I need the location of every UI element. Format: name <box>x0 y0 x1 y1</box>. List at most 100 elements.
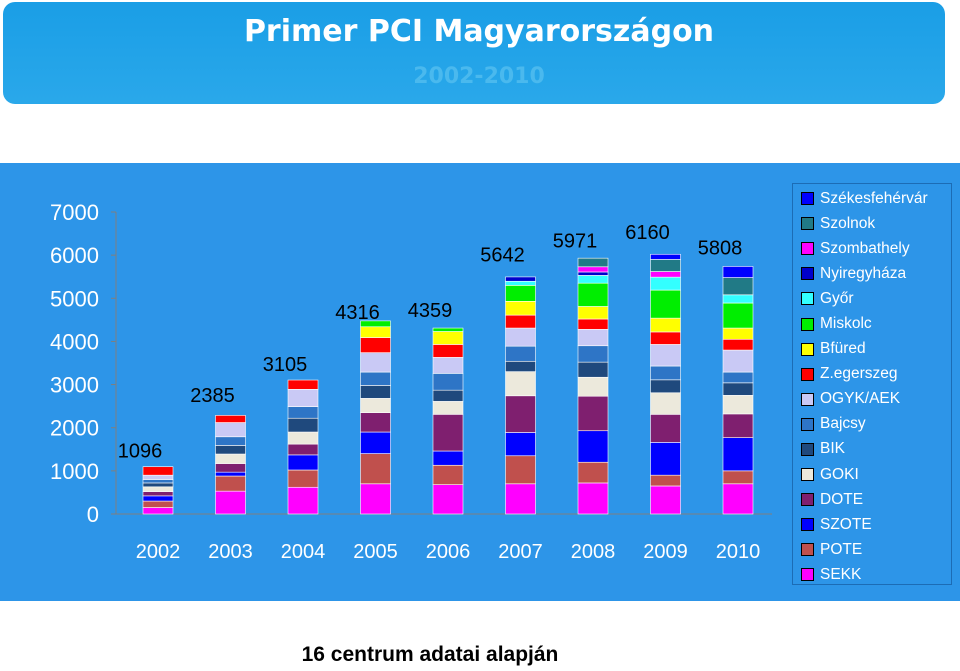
bar-segment <box>722 277 754 296</box>
legend-swatch <box>801 442 814 456</box>
bar-segment <box>432 357 464 374</box>
bar-segment <box>505 301 536 316</box>
bar-segment <box>287 469 319 488</box>
y-tick-label: 4000 <box>50 329 99 354</box>
legend-label: Bfüred <box>820 340 866 358</box>
bar-segment <box>650 317 681 333</box>
bar-segment <box>432 414 464 452</box>
legend-swatch <box>801 468 814 482</box>
bar-segment <box>577 306 609 320</box>
bar-segment <box>142 479 174 484</box>
legend-swatch <box>801 342 814 356</box>
bar-segment <box>650 276 681 291</box>
legend-label: DOTE <box>820 490 864 508</box>
bar-segment <box>722 371 754 384</box>
x-tick-label: 2006 <box>426 541 471 563</box>
bar-segment <box>505 371 536 397</box>
bar-segment <box>287 443 319 456</box>
total-data-label: 2385 <box>190 385 235 407</box>
y-tick-label: 5000 <box>50 286 99 311</box>
bar-segment <box>577 329 609 347</box>
bar-segment <box>360 398 391 413</box>
legend-item: GOKI <box>801 462 951 487</box>
legend-label: GOKI <box>820 465 859 483</box>
bar-segment <box>432 344 464 358</box>
y-tick-label: 7000 <box>50 200 99 225</box>
legend-swatch <box>801 317 814 331</box>
legend-swatch <box>801 217 814 231</box>
bar-segment <box>432 401 464 415</box>
bar-segment <box>722 327 754 340</box>
bar-segment <box>722 382 754 396</box>
bar-segment <box>577 430 609 463</box>
bar-segment <box>722 483 754 515</box>
bar-segment <box>142 495 174 502</box>
legend-swatch <box>801 493 814 507</box>
bar-segment <box>577 482 609 515</box>
legend-item: Szolnok <box>801 211 951 236</box>
legend-item: DOTE <box>801 487 951 512</box>
bar-segment <box>142 491 174 497</box>
y-tick-label: 0 <box>87 502 99 527</box>
y-tick-label: 2000 <box>50 416 99 441</box>
bar-segment <box>505 395 536 433</box>
bar-segment <box>722 266 754 278</box>
bar-segment <box>722 470 754 485</box>
legend-swatch <box>801 392 814 406</box>
total-data-label: 4316 <box>335 302 380 324</box>
bar-segment <box>215 475 246 492</box>
bar-segment <box>650 344 681 367</box>
legend-swatch <box>801 292 814 306</box>
bar-segment <box>650 259 681 272</box>
bar-segment <box>505 345 536 362</box>
bar-segment <box>577 318 609 330</box>
legend-label: POTE <box>820 540 863 558</box>
bar-segment <box>287 417 319 433</box>
total-data-label: 4359 <box>408 300 453 322</box>
legend-item: Bfüred <box>801 337 951 362</box>
legend-label: Szolnok <box>820 214 876 232</box>
bar-segment <box>142 486 174 492</box>
bar-segment <box>215 415 246 423</box>
y-tick-label: 3000 <box>50 373 99 398</box>
legend-label: SEKK <box>820 565 862 583</box>
x-tick-label: 2004 <box>281 541 326 563</box>
bar-segment <box>722 413 754 438</box>
bar-segment <box>360 385 391 399</box>
bar-segment <box>142 482 174 488</box>
bar-segment <box>505 360 536 372</box>
bar-segment <box>577 282 609 307</box>
legend-swatch <box>801 242 814 256</box>
legend-item: POTE <box>801 537 951 562</box>
bar-segment <box>360 320 391 328</box>
legend-item: Nyiregyháza <box>801 261 951 286</box>
bar-segment <box>650 253 681 260</box>
bar-segment <box>650 331 681 345</box>
legend-label: Miskolc <box>820 315 872 333</box>
legend-swatch <box>801 568 814 582</box>
bar-segment <box>577 271 609 276</box>
legend-item: BIK <box>801 437 951 462</box>
legend-swatch <box>801 367 814 381</box>
bar-segment <box>432 484 464 515</box>
bar-segment <box>215 436 246 446</box>
legend-swatch <box>801 192 814 206</box>
bar-segment <box>505 455 536 485</box>
bar-segment <box>432 373 464 391</box>
bar-segment <box>505 285 536 302</box>
y-tick-label: 6000 <box>50 243 99 268</box>
bar-segment <box>505 432 536 457</box>
bar-segment <box>215 453 246 464</box>
bar-segment <box>650 414 681 443</box>
legend-item: SZOTE <box>801 512 951 537</box>
page-subtitle: 2002-2010 <box>413 64 545 89</box>
total-data-label: 6160 <box>625 222 670 244</box>
bar-segment <box>505 483 536 515</box>
legend-label: OGYK/AEK <box>820 390 901 408</box>
bar-segment <box>722 302 754 329</box>
legend-item: Bajcsy <box>801 412 951 437</box>
total-data-label: 5808 <box>698 237 743 259</box>
bar-segment <box>722 349 754 373</box>
bar-segment <box>505 280 536 286</box>
bar-segment <box>577 257 609 268</box>
